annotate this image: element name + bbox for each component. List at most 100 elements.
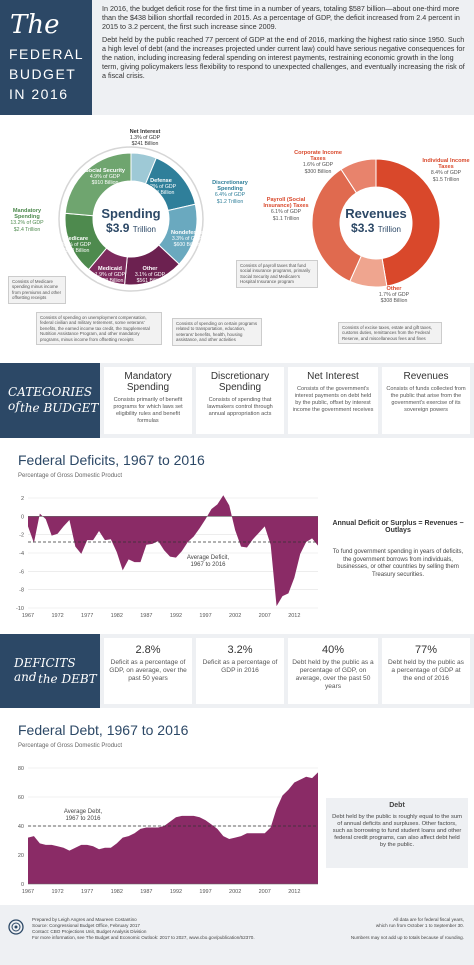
x-tick-label: 1982: [111, 889, 123, 895]
category-card-discretionary: Discretionary Spending Consists of spend…: [196, 367, 284, 434]
medicaid-amt: $368 Billion: [96, 278, 124, 285]
callout-corporate: Corporate Income Taxes 1.6% of GDP $300 …: [290, 150, 346, 175]
revenue-amount: $3.3: [351, 221, 375, 235]
callout-mandatory: Mandatory Spending 13.2% of GDP $2.4 Tri…: [4, 208, 50, 233]
deficit-explanation: To fund government spending in years of …: [332, 549, 464, 578]
footer-source: Source: Congressional Budget Office, Feb…: [32, 923, 140, 928]
x-tick-label: 1997: [199, 613, 211, 619]
individual-amt: $1.5 Trillion: [432, 176, 460, 183]
revenue-center: Revenues $3.3 Trillion: [340, 206, 412, 235]
category-card-revenues: Revenues Consists of funds collected fro…: [382, 367, 470, 434]
category-desc: Consists of spending that lawmakers cont…: [207, 397, 273, 417]
x-tick-label: 1992: [170, 613, 182, 619]
category-card-net-interest: Net Interest Consists of the government'…: [288, 367, 378, 434]
y-tick-label: -4: [19, 551, 24, 557]
title-line-1: FEDERAL: [9, 46, 85, 62]
other-revenue-label: Other: [386, 286, 402, 292]
categories-band-line-2: the BUDGET: [20, 401, 99, 415]
category-desc: Consists primarily of benefit programs f…: [113, 397, 183, 424]
defense-pct: 3.2% of GDP: [145, 184, 177, 191]
corporate-amt: $300 Billion: [304, 168, 332, 175]
cbo-logo-icon: [8, 919, 24, 935]
x-tick-label: 1987: [140, 889, 152, 895]
revenue-title: Revenues: [345, 206, 407, 221]
avg-deficit-label: Average Deficit, 1967 to 2016: [178, 555, 238, 569]
x-tick-label: 2007: [259, 889, 271, 895]
mandatory-label: Mandatory Spending: [12, 208, 42, 221]
header-background: [92, 0, 474, 115]
medicare-amt: $588 Billion: [62, 248, 90, 255]
social-security-pct: 4.9% of GDP: [89, 174, 121, 181]
nondefense-label: Nondefense: [170, 230, 203, 236]
spending-slice-social-security: [64, 152, 132, 217]
x-tick-label: 2012: [288, 613, 300, 619]
avg-debt-label-2: 1967 to 2016: [65, 816, 101, 822]
mandatory-pct: 13.2% of GDP: [10, 220, 44, 227]
social-security-label: Social Security: [84, 168, 126, 174]
x-tick-label: 1987: [140, 613, 152, 619]
category-card-mandatory: Mandatory Spending Consists primarily of…: [104, 367, 192, 434]
spending-donut: [58, 146, 204, 292]
intro-paragraph-1: In 2016, the budget deficit rose for the…: [102, 4, 460, 31]
avg-debt-label-1: Average Debt,: [63, 809, 103, 815]
other-spending-pct: 3.1% of GDP: [134, 272, 166, 279]
individual-label: Individual Income Taxes: [422, 158, 470, 171]
footer-fiscal-note-1: All data are for federal fiscal years,: [393, 917, 464, 922]
spending-hole: [94, 182, 168, 256]
callout-individual: Individual Income Taxes 8.4% of GDP $1.5…: [420, 158, 472, 183]
nondefense-pct: 3.3% of GDP: [171, 236, 203, 243]
stat-value: 2.8%: [135, 644, 161, 656]
stat-value: 77%: [414, 644, 438, 656]
categories-band: CATEGORIES of the BUDGET: [0, 363, 100, 438]
x-tick-label: 2002: [229, 889, 241, 895]
x-tick-label: 1992: [170, 889, 182, 895]
x-tick-label: 1967: [22, 889, 34, 895]
category-desc: Consists of the government's interest pa…: [292, 386, 374, 413]
deficits-chart-title: Federal Deficits, 1967 to 2016: [18, 452, 205, 468]
x-tick-label: 1997: [199, 889, 211, 895]
callout-discretionary: Discretionary Spending 6.4% of GDP $1.2 …: [204, 180, 256, 205]
payroll-pct: 6.1% of GDP: [270, 209, 302, 216]
medicare-pct: 3.2% of GDP: [60, 242, 92, 249]
y-tick-label: 0: [21, 514, 24, 520]
x-tick-label: 1972: [51, 613, 63, 619]
stats-band-line-1: DEFICITS and: [14, 656, 76, 684]
spending-outer-ring: [58, 146, 204, 292]
y-tick-label: -2: [19, 533, 24, 539]
discretionary-pct: 6.4% of GDP: [214, 192, 246, 199]
revenue-slice-payroll-social-insurance-taxes: [311, 168, 362, 283]
budget-donuts: [58, 146, 441, 292]
title-line-3: IN 2016: [9, 86, 69, 102]
y-tick-label: 20: [18, 853, 24, 859]
debt-chart-title: Federal Debt, 1967 to 2016: [18, 722, 189, 738]
x-tick-label: 1977: [81, 889, 93, 895]
stat-card-avg-deficit: 2.8% Deficit as a percentage of GDP, on …: [104, 638, 192, 704]
callout-social-security: Social Security 4.9% of GDP $910 Billion: [84, 168, 126, 187]
y-tick-label: 0: [21, 882, 24, 888]
title-the: The: [10, 10, 60, 40]
y-tick-label: 40: [18, 824, 24, 830]
stat-card-avg-debt: 40% Debt held by the public as a percent…: [288, 638, 378, 704]
category-title: Discretionary Spending: [210, 371, 270, 393]
x-tick-label: 1977: [81, 613, 93, 619]
category-desc: Consists of funds collected from the pub…: [386, 386, 466, 413]
deficit-formula: Annual Deficit or Surplus = Revenues − O…: [332, 520, 464, 534]
other-spending-amt: $561 Billion: [136, 278, 164, 285]
callout-net-interest: Net Interest 1.3% of GDP $241 Billion: [120, 129, 170, 148]
stat-value: 3.2%: [227, 644, 253, 656]
mandatory-amt: $2.4 Trillion: [13, 226, 41, 233]
revenue-slice-individual-income-taxes: [375, 158, 441, 287]
spending-center: Spending $3.9 Trillion: [96, 206, 166, 235]
callout-payroll: Payroll (Social Insurance) Taxes 6.1% of…: [258, 197, 314, 222]
defense-label: Defense: [150, 178, 172, 184]
intro-text: In 2016, the budget deficit rose for the…: [102, 4, 466, 84]
category-title: Mandatory Spending: [124, 371, 172, 393]
callout-nondefense: Nondefense 3.3% of GDP $600 Billion: [166, 230, 208, 249]
deficits-chart-subtitle: Percentage of Gross Domestic Product: [18, 473, 123, 479]
stat-value: 40%: [321, 644, 345, 656]
payroll-amt: $1.1 Trillion: [272, 215, 300, 222]
x-tick-label: 1967: [22, 613, 34, 619]
discretionary-label: Discretionary Spending: [212, 180, 248, 193]
categories-band-line-1: CATEGORIES of: [8, 385, 93, 413]
avg-debt-label: Average Debt, 1967 to 2016: [48, 809, 118, 823]
